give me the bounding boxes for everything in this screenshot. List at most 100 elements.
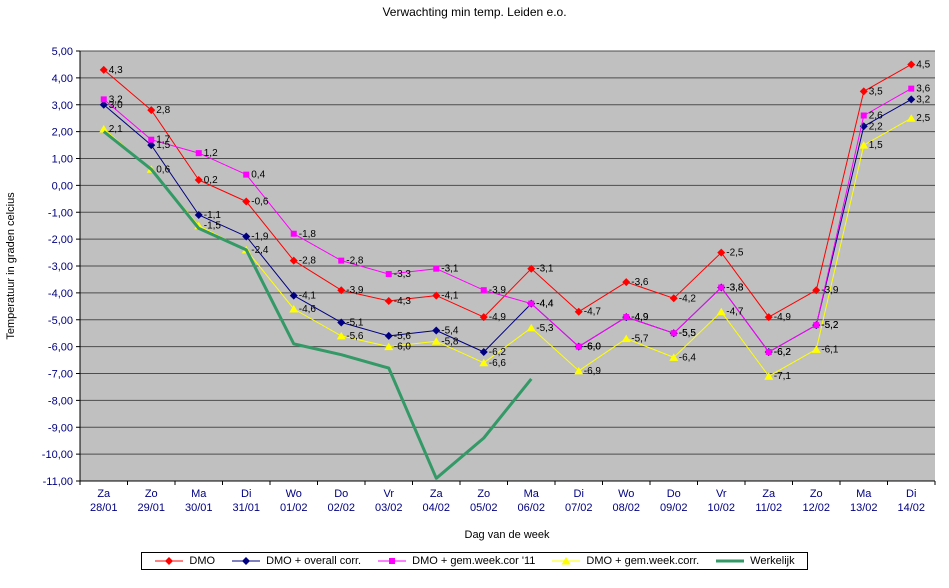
x-tick-day: Zo xyxy=(477,488,490,500)
data-label: -4,7 xyxy=(584,307,602,318)
y-tick-label: -9,00 xyxy=(48,422,73,434)
x-tick-day: Di xyxy=(906,488,916,500)
y-tick-label: -6,00 xyxy=(48,342,73,354)
data-label: -4,4 xyxy=(536,299,554,310)
y-tick-label: -10,00 xyxy=(42,449,73,461)
data-label: 1,5 xyxy=(869,140,883,151)
x-tick-day: Ma xyxy=(191,488,207,500)
y-axis-title: Temperatuur in graden celcius xyxy=(5,192,17,340)
x-tick-day: Za xyxy=(762,488,776,500)
x-tick-day: Ma xyxy=(856,488,872,500)
x-tick-day: Di xyxy=(241,488,251,500)
data-label: -5,8 xyxy=(441,336,459,347)
legend-label: DMO + overall corr. xyxy=(266,555,362,567)
data-label: -4,9 xyxy=(774,312,792,323)
x-tick-date: 09/02 xyxy=(660,502,688,514)
data-label: -1,9 xyxy=(251,231,269,242)
data-label: 4,3 xyxy=(109,65,123,76)
data-label: -6,0 xyxy=(584,342,602,353)
legend: DMO DMO + overall corr. DMO + gem.week.cor… xyxy=(141,552,808,570)
data-label: 3,2 xyxy=(916,94,930,105)
x-tick-date: 13/02 xyxy=(850,502,878,514)
x-tick-day: Do xyxy=(334,488,348,500)
data-label: -4,6 xyxy=(299,304,317,315)
data-label: -3,9 xyxy=(489,285,507,296)
y-tick-label: -2,00 xyxy=(48,234,73,246)
data-label: -4,1 xyxy=(299,291,317,302)
data-label: 2,5 xyxy=(916,113,930,124)
data-label: -3,8 xyxy=(726,283,744,294)
data-label: -5,5 xyxy=(679,328,697,339)
x-tick-date: 30/01 xyxy=(185,502,213,514)
dmo-legend-icon xyxy=(155,557,184,565)
x-tick-date: 05/02 xyxy=(470,502,498,514)
legend-item-dmo-overall-corr: DMO + overall corr. xyxy=(231,555,361,567)
data-label: -6,4 xyxy=(679,352,697,363)
data-label: 1,5 xyxy=(156,140,170,151)
data-label: 4,5 xyxy=(916,59,930,70)
y-tick-label: 4,00 xyxy=(52,73,73,85)
series-werkelijk xyxy=(102,130,533,480)
x-tick-day: Wo xyxy=(618,488,634,500)
data-label: 3,2 xyxy=(109,94,123,105)
data-label: 0,6 xyxy=(156,164,170,175)
data-label: -4,4 xyxy=(536,299,554,310)
data-label: -5,3 xyxy=(536,323,554,334)
y-tick-label: -4,00 xyxy=(48,288,73,300)
data-label: -5,5 xyxy=(679,328,697,339)
y-tick-label: -7,00 xyxy=(48,369,73,381)
data-label: -5,6 xyxy=(394,331,412,342)
data-label: 2,6 xyxy=(869,111,883,122)
chart-title: Verwachting min temp. Leiden e.o. xyxy=(382,5,567,19)
data-label: -5,4 xyxy=(441,326,459,337)
data-label: -0,6 xyxy=(251,197,269,208)
dmo-gem-week-corr-legend-icon xyxy=(552,557,581,565)
series-dmo-gem-week-cor-11 xyxy=(100,85,915,355)
x-tick-date: 12/02 xyxy=(802,502,830,514)
data-label: -3,1 xyxy=(536,264,554,275)
data-label: 3,6 xyxy=(916,84,930,95)
legend-row: DMO DMO + overall corr. DMO + gem.week.cor… xyxy=(0,552,949,570)
x-tick-day: Wo xyxy=(286,488,302,500)
data-label: -6,0 xyxy=(394,342,412,353)
x-tick-day: Ma xyxy=(524,488,540,500)
x-tick-day: Do xyxy=(667,488,681,500)
x-tick-date: 08/02 xyxy=(612,502,640,514)
data-label: 2,8 xyxy=(156,105,170,116)
y-tick-label: -5,00 xyxy=(48,315,73,327)
data-label: -4,7 xyxy=(726,307,744,318)
x-tick-date: 07/02 xyxy=(565,502,593,514)
legend-item-werkelijk: Werkelijk xyxy=(715,555,795,567)
werkelijk-legend-icon xyxy=(716,559,745,563)
x-tick-date: 29/01 xyxy=(137,502,165,514)
x-tick-day: Di xyxy=(574,488,584,500)
y-tick-label: 2,00 xyxy=(52,127,73,139)
x-axis-title: Dag van de week xyxy=(465,529,550,541)
x-tick-day: Vr xyxy=(716,488,727,500)
data-label: -3,9 xyxy=(346,285,364,296)
plot-generated-content: 5,00 4,00 3,00 2,00 1,00 0,00 -1,00 -2,00 -3,00 -… xyxy=(42,46,936,514)
data-label: -4,3 xyxy=(394,296,412,307)
data-label: -4,9 xyxy=(489,312,507,323)
data-label: 3,5 xyxy=(869,86,883,97)
data-label: -4,9 xyxy=(631,312,649,323)
data-label: -6,9 xyxy=(584,366,602,377)
plot-area: 5,00 4,00 3,00 2,00 1,00 0,00 -1,00 -2,00 -3,00 -… xyxy=(5,46,936,541)
data-label: -1,8 xyxy=(299,229,317,240)
x-tick-date: 01/02 xyxy=(280,502,308,514)
x-tick-day: Zo xyxy=(145,488,158,500)
legend-item-dmo-gem-week-cor-11: DMO + gem.week.cor '11 xyxy=(377,555,535,567)
data-label: -3,3 xyxy=(394,269,412,280)
x-tick-date: 10/02 xyxy=(707,502,735,514)
y-tick-label: 0,00 xyxy=(52,180,73,192)
y-tick-label: -1,00 xyxy=(48,207,73,219)
series-dmo xyxy=(99,60,916,322)
data-labels: 4,3 2,8 0,2 -0,6 -2,8 -3,9 -4,3 -4,1 -4,9 -3,1 -4,… xyxy=(109,59,931,382)
dmo-overall-corr-legend-icon xyxy=(232,557,261,565)
x-tick-date: 06/02 xyxy=(517,502,545,514)
y-tick-label: 3,00 xyxy=(52,100,73,112)
data-label: 1,2 xyxy=(204,148,218,159)
data-label: -5,7 xyxy=(631,334,649,345)
data-label: 0,4 xyxy=(251,170,265,181)
x-tick-day: Za xyxy=(430,488,444,500)
